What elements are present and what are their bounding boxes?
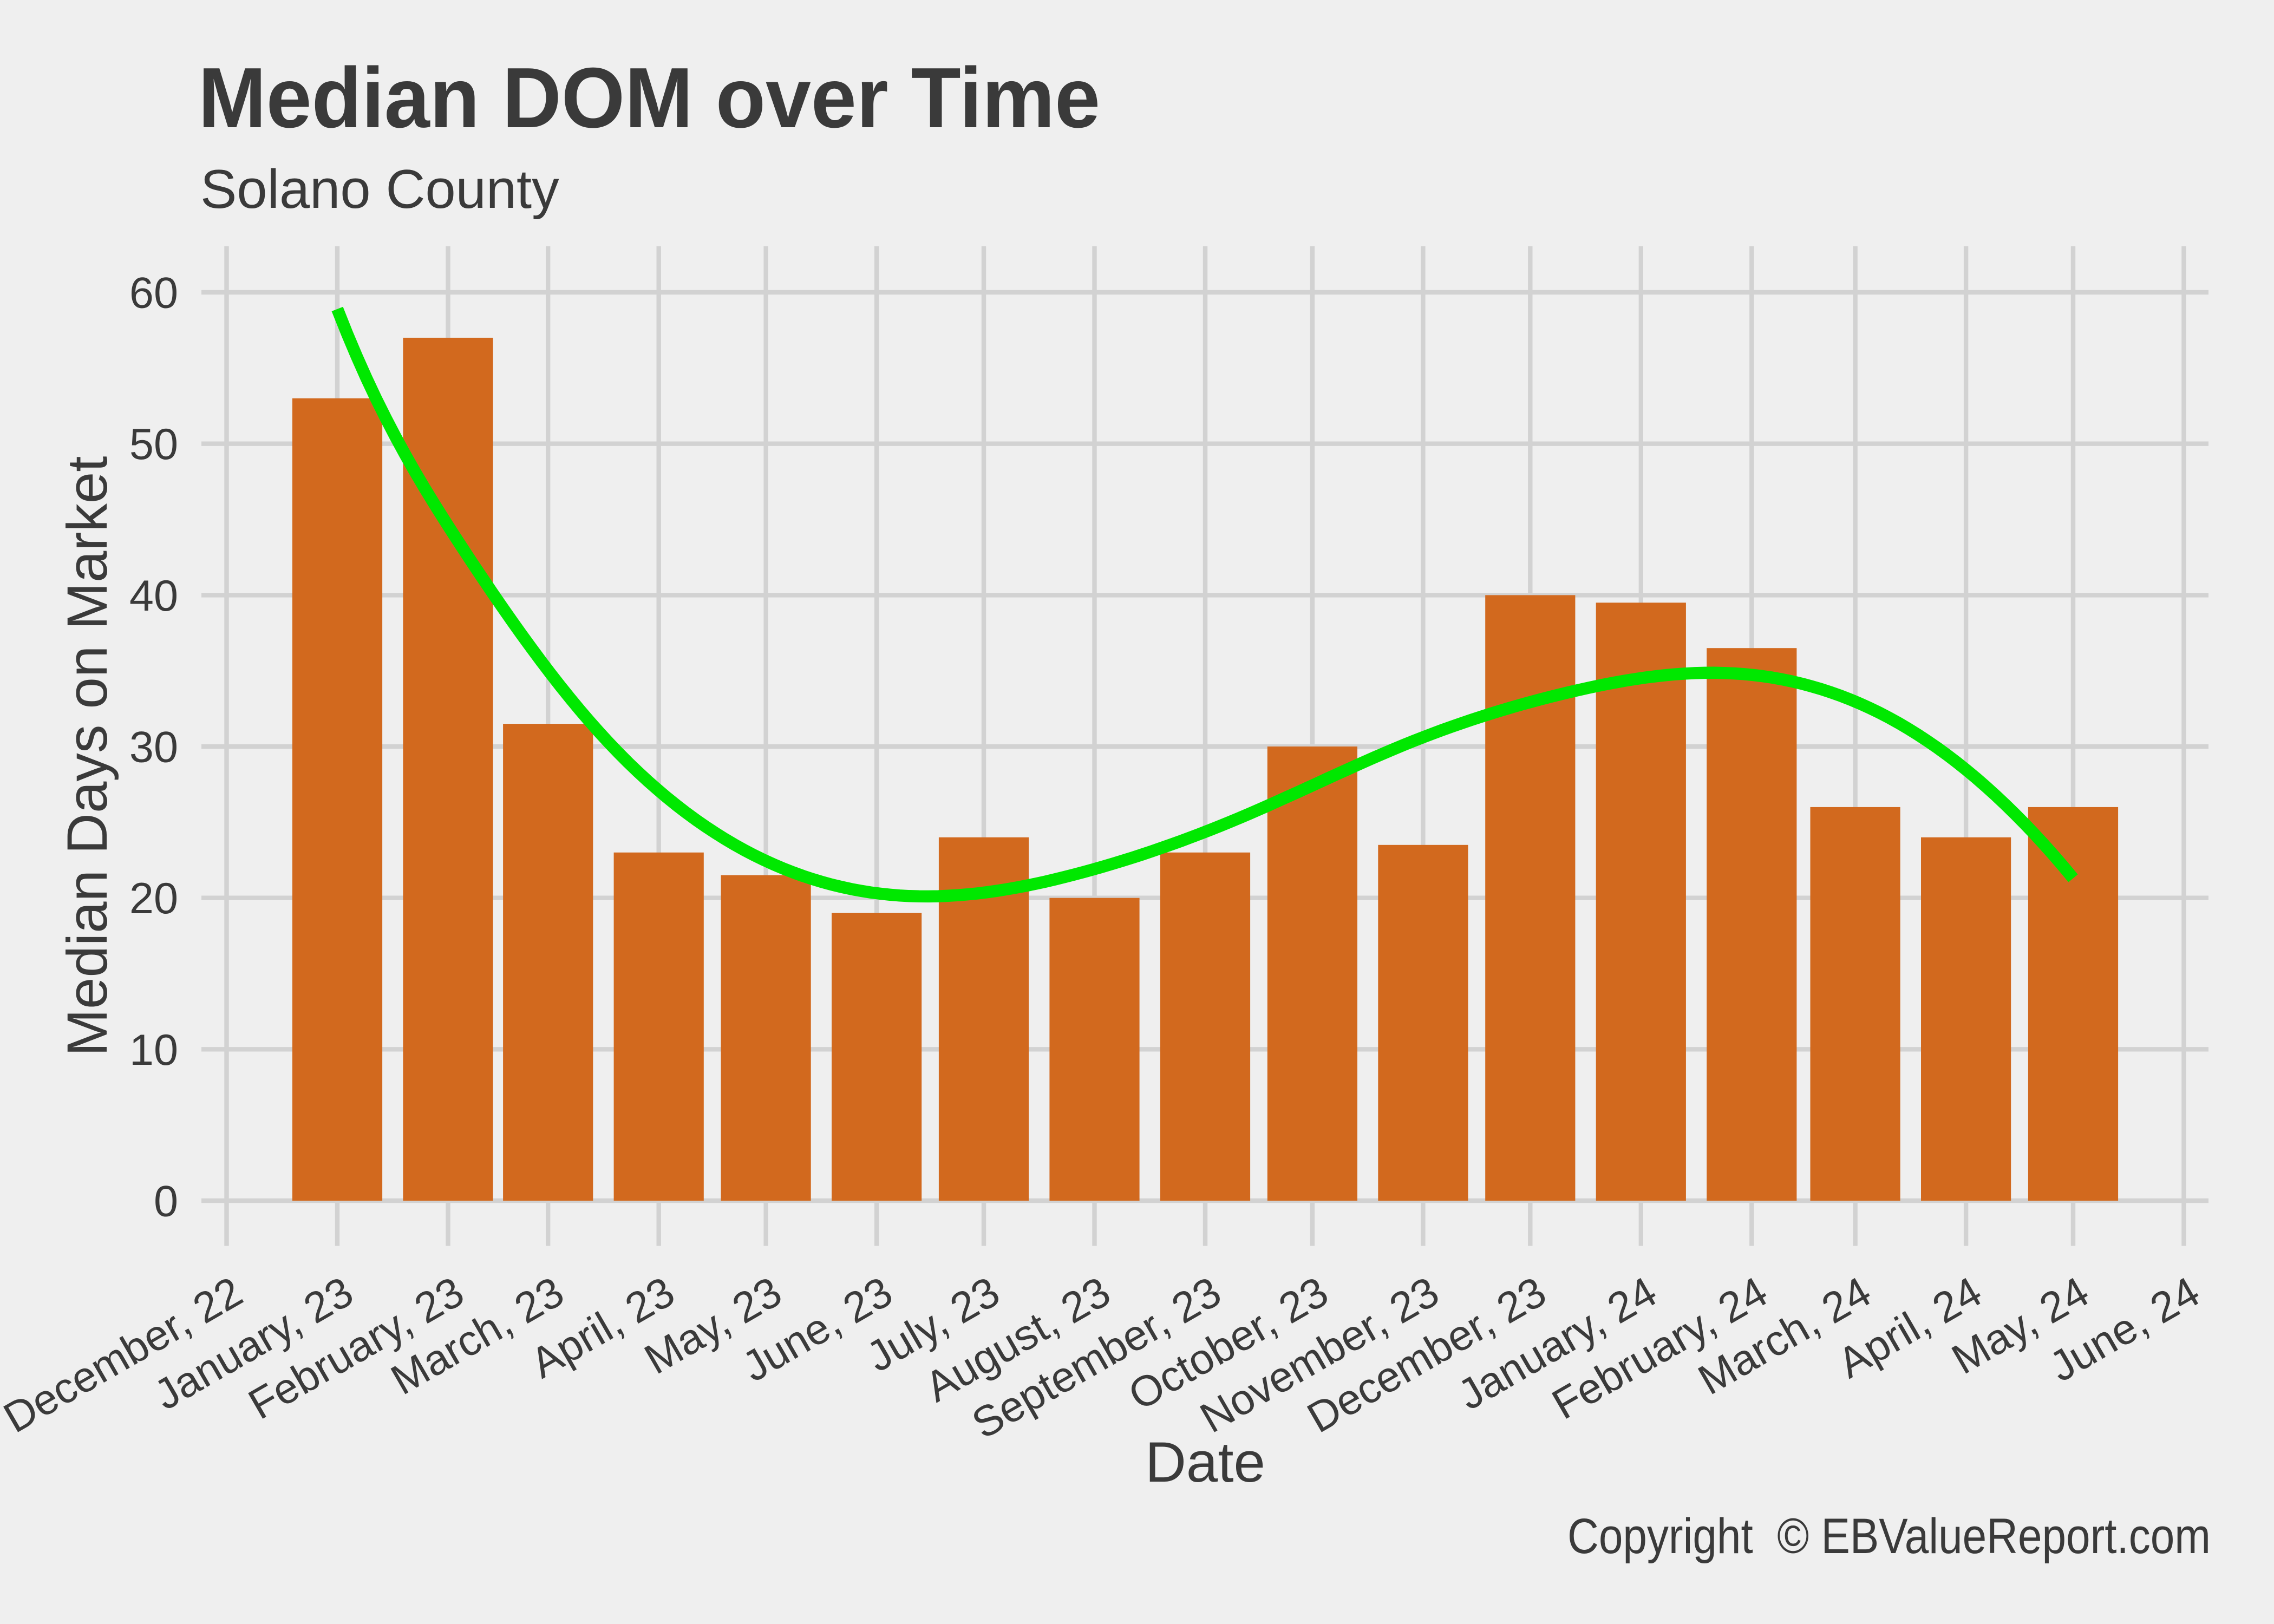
svg-text:20: 20 <box>129 874 178 923</box>
svg-text:60: 60 <box>129 269 178 318</box>
svg-text:0: 0 <box>154 1177 178 1226</box>
svg-text:Median DOM over Time: Median DOM over Time <box>198 50 1100 146</box>
svg-text:Date: Date <box>1145 1431 1265 1494</box>
svg-text:Solano County: Solano County <box>200 159 559 220</box>
svg-text:30: 30 <box>129 723 178 772</box>
svg-text:10: 10 <box>129 1026 178 1075</box>
svg-text:40: 40 <box>129 572 178 620</box>
svg-text:50: 50 <box>129 420 178 469</box>
svg-text:Copyright © EBValueReport.com: Copyright © EBValueReport.com <box>1567 1509 2211 1564</box>
svg-text:Median Days on Market: Median Days on Market <box>56 456 119 1057</box>
